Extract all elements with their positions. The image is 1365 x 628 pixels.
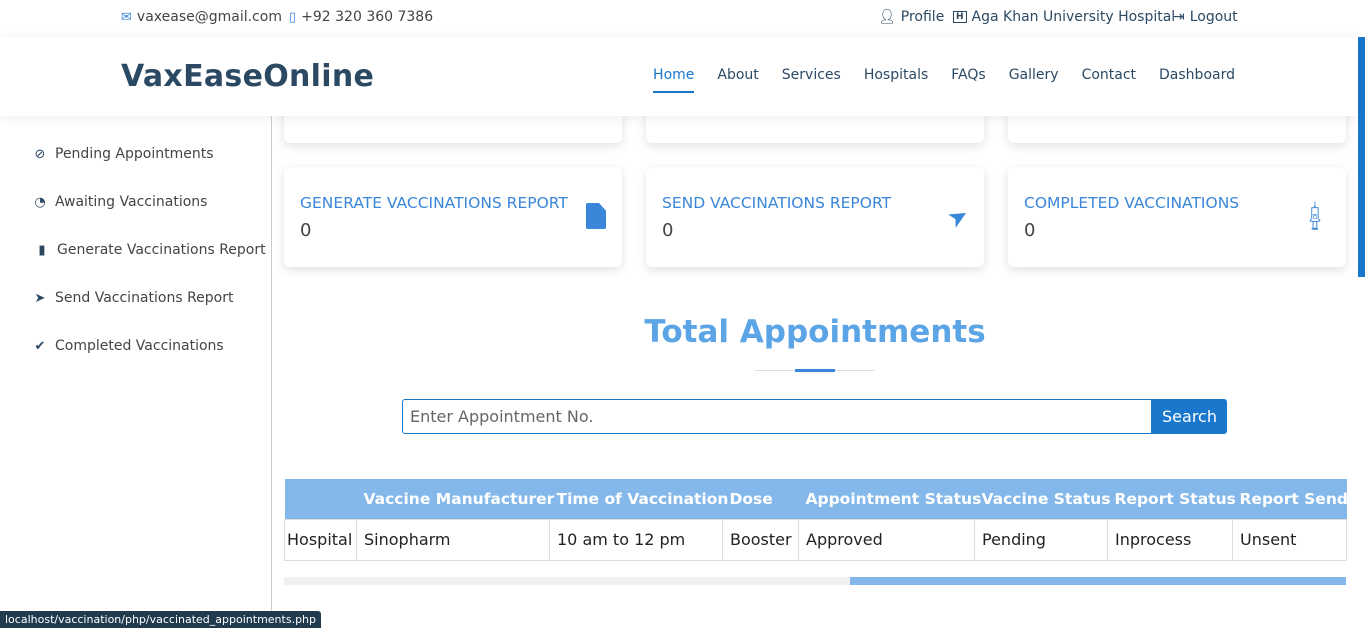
logout-label: Logout	[1189, 9, 1238, 25]
sidebar: ⊘ Pending Appointments ◔ Awaiting Vaccinat…	[0, 116, 272, 628]
card-title: SEND VACCINATIONS REPORT	[662, 194, 892, 212]
envelope-icon: ✉	[121, 9, 132, 25]
column-header: Time of Vaccination	[549, 479, 728, 519]
sidebar-label: Generate Vaccinations Report	[57, 242, 266, 258]
sidebar-label: Send Vaccinations Report	[55, 290, 234, 306]
card-generate-report[interactable]: GENERATE VACCINATIONS REPORT 0	[284, 167, 622, 267]
clock-icon: ◔	[34, 194, 46, 210]
profile-link[interactable]: 👤︎ Profile	[878, 9, 944, 25]
card-value: 0	[662, 220, 674, 241]
nav-dashboard[interactable]: Dashboard	[1159, 67, 1235, 83]
column-header: Report Send	[1232, 479, 1348, 519]
email-text: vaxease@gmail.com	[136, 9, 282, 25]
scrollbar-thumb[interactable]	[850, 577, 1346, 585]
check-circle-icon: ✔	[34, 338, 46, 354]
phone-icon: ▯	[289, 9, 297, 25]
table-cell: Booster	[722, 518, 799, 561]
file-icon: ▮	[38, 242, 46, 258]
page-vertical-scrollbar-thumb[interactable]	[1358, 37, 1365, 277]
sidebar-label: Awaiting Vaccinations	[55, 194, 208, 210]
profile-label: Profile	[900, 9, 945, 25]
table-cell: Unsent	[1232, 518, 1347, 561]
nav-home[interactable]: Home	[653, 67, 695, 93]
nav-faqs[interactable]: FAQs	[951, 67, 986, 83]
ban-icon: ⊘	[34, 146, 46, 162]
column-header	[284, 479, 357, 519]
hospital-link[interactable]: H Aga Khan University Hospital	[953, 9, 1175, 25]
header: VaxEaseOnline Home About Services Hospit…	[0, 37, 1358, 116]
paper-plane-icon: ➤	[34, 290, 46, 306]
column-header: Vaccine Status	[974, 479, 1110, 519]
card-title: GENERATE VACCINATIONS REPORT	[300, 194, 568, 212]
column-header: Appointment Status	[798, 479, 981, 519]
file-icon	[586, 203, 606, 229]
logout-link[interactable]: ⇥ Logout	[1173, 9, 1238, 25]
sidebar-item-generate-report[interactable]: ▮ Generate Vaccinations Report	[35, 242, 266, 258]
phone-text: +92 320 360 7386	[301, 9, 434, 25]
sidebar-item-send-report[interactable]: ➤ Send Vaccinations Report	[33, 290, 234, 306]
user-icon: 👤︎	[878, 9, 896, 25]
column-header: Report Status	[1107, 479, 1236, 519]
nav-contact[interactable]: Contact	[1081, 67, 1137, 83]
hospital-icon: H	[953, 11, 967, 23]
sidebar-label: Pending Appointments	[55, 146, 214, 162]
syringe-icon: 💉︎	[1294, 196, 1336, 238]
sidebar-item-pending[interactable]: ⊘ Pending Appointments	[33, 146, 214, 162]
logo[interactable]: VaxEaseOnline	[121, 59, 375, 94]
paper-plane-icon: ➤	[942, 199, 974, 235]
nav-hospitals[interactable]: Hospitals	[863, 67, 929, 83]
table-header-row: Vaccine Manufacturer Time of Vaccination…	[284, 479, 1348, 519]
sidebar-label: Completed Vaccinations	[55, 338, 224, 354]
main-nav: Home About Services Hospitals FAQs Galle…	[653, 67, 1235, 93]
card-completed[interactable]: COMPLETED VACCINATIONS 0 💉︎	[1008, 167, 1346, 267]
top-bar: ✉ vaxease@gmail.com ▯ +92 320 360 7386 👤︎ P…	[0, 0, 1358, 37]
hospital-label: Aga Khan University Hospital	[971, 9, 1176, 25]
column-header: Vaccine Manufacturer	[356, 479, 554, 519]
nav-gallery[interactable]: Gallery	[1008, 67, 1059, 83]
divider-accent	[795, 369, 835, 372]
section-title: Total Appointments	[644, 314, 986, 350]
email-contact[interactable]: ✉ vaxease@gmail.com	[121, 9, 282, 25]
sidebar-item-awaiting[interactable]: ◔ Awaiting Vaccinations	[33, 194, 207, 210]
phone-contact: ▯ +92 320 360 7386	[289, 9, 433, 25]
nav-about[interactable]: About	[717, 67, 759, 83]
column-header: Dose	[722, 479, 799, 519]
table-cell: Hospital	[284, 518, 357, 561]
table-cell: 10 am to 12 pm	[549, 518, 723, 561]
card-send-report[interactable]: SEND VACCINATIONS REPORT 0 ➤	[646, 167, 984, 267]
card-title: COMPLETED VACCINATIONS	[1024, 194, 1240, 212]
table-cell: Sinopharm	[356, 518, 550, 561]
card-value: 0	[1024, 220, 1036, 241]
table-horizontal-scrollbar[interactable]	[284, 577, 1346, 585]
browser-status-url: localhost/vaccination/php/vaccinated_app…	[0, 611, 322, 628]
appointment-search-input[interactable]	[402, 399, 1152, 434]
table-cell: Approved	[798, 518, 975, 561]
logout-icon: ⇥	[1173, 9, 1185, 25]
card-value: 0	[300, 220, 312, 241]
table-cell: Pending	[974, 518, 1108, 561]
table-cell: Inprocess	[1107, 518, 1233, 561]
search-button[interactable]: Search	[1152, 399, 1227, 434]
nav-services[interactable]: Services	[781, 67, 841, 83]
sidebar-item-completed[interactable]: ✔ Completed Vaccinations	[33, 338, 224, 354]
appointments-table: Vaccine Manufacturer Time of Vaccination…	[284, 479, 1348, 561]
table-row: Hospital Sinopharm 10 am to 12 pm Booste…	[284, 518, 1347, 561]
